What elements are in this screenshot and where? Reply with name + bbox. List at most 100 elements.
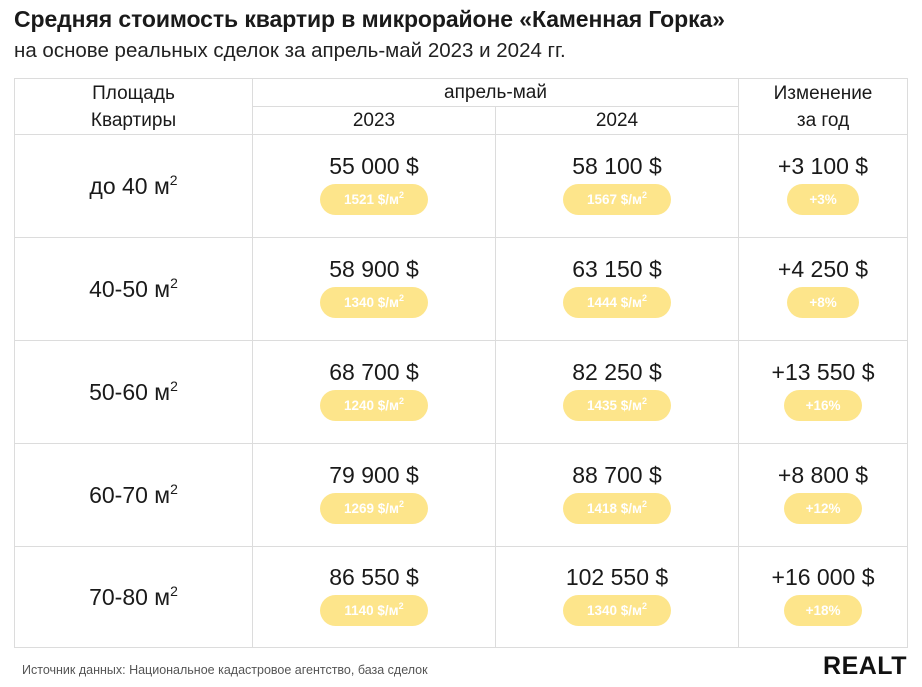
price-2024: 63 150 $ — [572, 256, 662, 282]
price-2024-cell: 58 100 $ 1567 $/м2 — [494, 134, 740, 238]
area-unit-sup: 2 — [170, 480, 178, 497]
change-cell: +13 550 $ +16% — [738, 340, 909, 444]
price-per-m2-2023-badge: 1340 $/м2 — [319, 287, 429, 318]
change-percent-badge: +12% — [783, 493, 863, 524]
header-area-line1: Площадь — [92, 82, 175, 104]
price-per-m2-2024-badge: 1567 $/м2 — [562, 184, 672, 215]
table-row: до 40 м2 55 000 $1521 $/м2 58 100 $1567 $/… — [14, 134, 909, 238]
area-label: 60-70 м — [89, 481, 171, 508]
ppm-unit-sup: 2 — [642, 601, 648, 611]
table-row: 50-60 м2 68 700 $1240 $/м2 82 250 $1435 $/… — [14, 340, 909, 444]
realt-logo: REALT — [823, 652, 907, 680]
area-cell: 60-70 м2 — [14, 443, 253, 547]
price-2023-cell: 68 700 $ 1240 $/м2 — [252, 340, 496, 444]
area-unit-sup: 2 — [170, 377, 178, 394]
change-amount: +4 250 $ — [777, 256, 869, 282]
price-per-m2-2024: 1567 $/м — [586, 192, 643, 207]
change-cell: +3 100 $ +3% — [738, 134, 909, 238]
table-row: 70-80 м2 86 550 $1140 $/м2 102 550 $1340 $… — [14, 546, 909, 648]
price-per-m2-2024: 1418 $/м — [586, 501, 643, 516]
change-percent-badge: +3% — [787, 184, 859, 215]
price-per-m2-2024-badge: 1444 $/м2 — [562, 287, 672, 318]
ppm-unit-sup: 2 — [642, 396, 648, 406]
price-per-m2-2023: 1521 $/м — [343, 192, 399, 207]
ppm-unit-sup: 2 — [399, 190, 405, 200]
price-2024: 102 550 $ — [565, 564, 669, 590]
page-title: Средняя стоимость квартир в микрорайоне … — [14, 6, 725, 32]
header-change-line2: за год — [796, 109, 850, 131]
area-label: 40-50 м — [89, 275, 171, 302]
price-2024-cell: 102 550 $ 1340 $/м2 — [494, 546, 740, 648]
page-subtitle: на основе реальных сделок за апрель-май … — [14, 39, 566, 62]
header-change: Изменение за год — [738, 78, 909, 135]
price-per-m2-2023-badge: 1521 $/м2 — [319, 184, 429, 215]
area-label: 50-60 м — [89, 378, 171, 405]
price-per-m2-2023: 1140 $/м — [344, 603, 399, 618]
ppm-unit-sup: 2 — [399, 293, 405, 303]
area-label: 70-80 м — [89, 583, 171, 610]
area-unit-sup: 2 — [170, 274, 178, 291]
price-per-m2-2023-badge: 1240 $/м2 — [319, 390, 429, 421]
price-2023: 86 550 $ — [329, 564, 419, 590]
ppm-unit-sup: 2 — [399, 499, 405, 509]
header-year-2024: 2024 — [494, 106, 740, 135]
ppm-unit-sup: 2 — [642, 293, 648, 303]
area-label: до 40 м — [89, 172, 170, 199]
price-table: Площадь Квартиры апрель-май Изменение за… — [14, 78, 909, 648]
area-cell: 50-60 м2 — [14, 340, 253, 444]
change-amount: +8 800 $ — [777, 462, 869, 488]
ppm-unit-sup: 2 — [642, 499, 648, 509]
header-area-line2: Квартиры — [90, 109, 177, 131]
price-2023: 55 000 $ — [329, 153, 419, 179]
price-per-m2-2023: 1340 $/м — [343, 295, 399, 310]
ppm-unit-sup: 2 — [642, 190, 648, 200]
change-percent: +3% — [809, 192, 837, 207]
price-per-m2-2024: 1340 $/м — [586, 603, 643, 618]
area-cell: 40-50 м2 — [14, 237, 253, 341]
price-2023: 79 900 $ — [329, 462, 419, 488]
price-per-m2-2023: 1269 $/м — [343, 501, 399, 516]
price-2023-cell: 79 900 $ 1269 $/м2 — [252, 443, 496, 547]
price-per-m2-2024-badge: 1340 $/м2 — [562, 595, 672, 626]
price-per-m2-2024: 1435 $/м — [586, 398, 643, 413]
area-unit-sup: 2 — [169, 171, 178, 188]
price-per-m2-2023-badge: 1269 $/м2 — [319, 493, 429, 524]
price-2023-cell: 58 900 $ 1340 $/м2 — [252, 237, 496, 341]
price-per-m2-2023-badge: 1140 $/м2 — [320, 595, 428, 626]
table-row: 40-50 м2 58 900 $1340 $/м2 63 150 $1444 $/… — [14, 237, 909, 341]
price-2023: 58 900 $ — [329, 256, 419, 282]
price-2024: 58 100 $ — [572, 153, 662, 179]
price-2023-cell: 86 550 $ 1140 $/м2 — [252, 546, 496, 648]
change-percent-badge: +18% — [783, 595, 863, 626]
price-2024-cell: 63 150 $ 1444 $/м2 — [494, 237, 740, 341]
area-cell: до 40 м2 — [14, 134, 253, 238]
change-percent: +12% — [805, 501, 841, 516]
header-period: апрель-май — [251, 78, 740, 107]
change-percent: +16% — [805, 398, 841, 413]
price-2023-cell: 55 000 $ 1521 $/м2 — [252, 134, 496, 238]
area-cell: 70-80 м2 — [14, 546, 253, 648]
table-body: до 40 м2 55 000 $1521 $/м2 58 100 $1567 $/… — [14, 134, 909, 648]
price-per-m2-2024: 1444 $/м — [586, 295, 643, 310]
change-percent-badge: +8% — [787, 287, 859, 318]
price-per-m2-2024-badge: 1418 $/м2 — [562, 493, 672, 524]
change-amount: +16 000 $ — [771, 564, 875, 590]
header-change-line1: Изменение — [773, 82, 873, 104]
price-per-m2-2023: 1240 $/м — [343, 398, 399, 413]
header-area: Площадь Квартиры — [14, 78, 253, 135]
change-cell: +8 800 $ +12% — [738, 443, 909, 547]
change-percent-badge: +16% — [783, 390, 863, 421]
price-2024-cell: 82 250 $ 1435 $/м2 — [494, 340, 740, 444]
change-amount: +13 550 $ — [771, 359, 875, 385]
change-cell: +4 250 $ +8% — [738, 237, 909, 341]
ppm-unit-sup: 2 — [399, 396, 405, 406]
table-row: 60-70 м2 79 900 $1269 $/м2 88 700 $1418 $/… — [14, 443, 909, 547]
price-2024-cell: 88 700 $ 1418 $/м2 — [494, 443, 740, 547]
source-note: Источник данных: Национальное кадастрово… — [22, 663, 428, 677]
area-unit-sup: 2 — [170, 582, 178, 599]
change-percent: +18% — [805, 603, 841, 618]
change-cell: +16 000 $ +18% — [738, 546, 909, 648]
header-year-2023: 2023 — [252, 106, 496, 135]
change-amount: +3 100 $ — [777, 153, 869, 179]
price-2024: 82 250 $ — [572, 359, 662, 385]
